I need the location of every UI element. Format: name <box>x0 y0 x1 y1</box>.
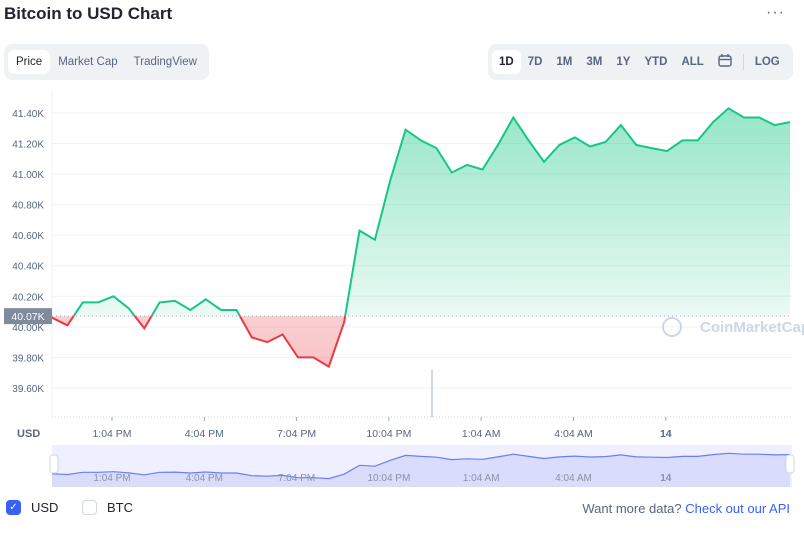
watermark: CoinMarketCap <box>700 319 804 336</box>
price-line-up <box>72 107 791 317</box>
navigator-handle[interactable] <box>785 454 795 474</box>
chart-type-tabs: Price Market Cap TradingView <box>4 44 209 80</box>
y-tick-label: 39.80K <box>12 353 44 364</box>
x-tick-label: 10:04 PM <box>366 428 411 440</box>
navigator-handle[interactable] <box>49 454 59 474</box>
page-title: Bitcoin to USD Chart <box>4 4 173 23</box>
log-toggle[interactable]: LOG <box>754 56 780 68</box>
x-tick-label: 1:04 AM <box>462 428 501 440</box>
api-text: Want more data? <box>582 501 682 516</box>
checkbox-empty-icon[interactable] <box>82 500 97 515</box>
range-7d[interactable]: 7D <box>527 56 543 68</box>
reference-price-badge <box>4 308 52 325</box>
x-tick-label: 1:04 PM <box>92 428 131 440</box>
y-tick-label: 41.20K <box>12 139 44 150</box>
tab-market-cap[interactable]: Market Cap <box>58 56 118 68</box>
y-tick-label: 40.00K <box>12 323 44 334</box>
usd-label: USD <box>31 500 59 515</box>
navigator-tick-label: 10:04 PM <box>367 473 410 484</box>
y-tick-label: 41.00K <box>12 170 44 181</box>
tab-price[interactable]: Price <box>8 50 51 74</box>
navigator-tick-label: 4:04 PM <box>186 473 223 484</box>
y-tick-label: 41.40K <box>12 109 44 120</box>
coinmarketcap-logo <box>662 317 682 337</box>
navigator-area <box>52 453 790 487</box>
range-all[interactable]: ALL <box>681 56 704 68</box>
y-tick-label: 40.80K <box>12 201 44 212</box>
navigator-tick-label: 4:04 AM <box>555 473 592 484</box>
api-link[interactable]: Check out our API <box>685 501 790 516</box>
ellipsis-icon[interactable]: ··· <box>766 4 785 21</box>
range-3m[interactable]: 3M <box>586 56 603 68</box>
range-1y[interactable]: 1Y <box>616 56 631 68</box>
range-ytd[interactable]: YTD <box>644 56 668 68</box>
btc-label: BTC <box>107 500 133 515</box>
navigator-tick-label: 7:04 PM <box>278 473 315 484</box>
navigator-line <box>51 452 791 480</box>
calendar-icon[interactable] <box>711 48 739 76</box>
area-fill-up <box>73 108 790 317</box>
y-tick-label: 40.20K <box>12 292 44 303</box>
y-tick-label: 39.60K <box>12 384 44 395</box>
price-chart[interactable]: 39.60K 39.80K 40.00K 40.20K 40.40K 40.60K 40.8… <box>0 0 804 500</box>
x-tick-label: 14 <box>660 428 672 440</box>
x-tick-label: 4:04 PM <box>185 428 224 440</box>
navigator-tick-label: 1:04 AM <box>463 473 500 484</box>
range-1m[interactable]: 1M <box>556 56 573 68</box>
tab-tradingview[interactable]: TradingView <box>133 56 197 68</box>
range-1d[interactable]: 1D <box>492 50 521 74</box>
api-promo: Want more data? Check out our API <box>582 501 790 516</box>
check-icon[interactable]: ✓ <box>6 500 21 515</box>
reference-price-label: 40.07K <box>11 311 44 323</box>
usd-checkbox[interactable]: ✓ USD <box>6 500 58 515</box>
divider <box>742 54 744 70</box>
y-tick-label: 40.60K <box>12 231 44 242</box>
btc-checkbox[interactable]: BTC <box>82 500 133 515</box>
y-axis-unit: USD <box>17 428 40 440</box>
x-tick-label: 7:04 PM <box>277 428 316 440</box>
y-tick-label: 40.40K <box>12 262 44 273</box>
range-tabs: 1D 7D 1M 3M 1Y YTD ALL LOG <box>488 44 793 80</box>
x-tick-label: 4:04 AM <box>554 428 593 440</box>
navigator-tick-label: 14 <box>660 473 672 484</box>
navigator-tick-label: 1:04 PM <box>93 473 130 484</box>
